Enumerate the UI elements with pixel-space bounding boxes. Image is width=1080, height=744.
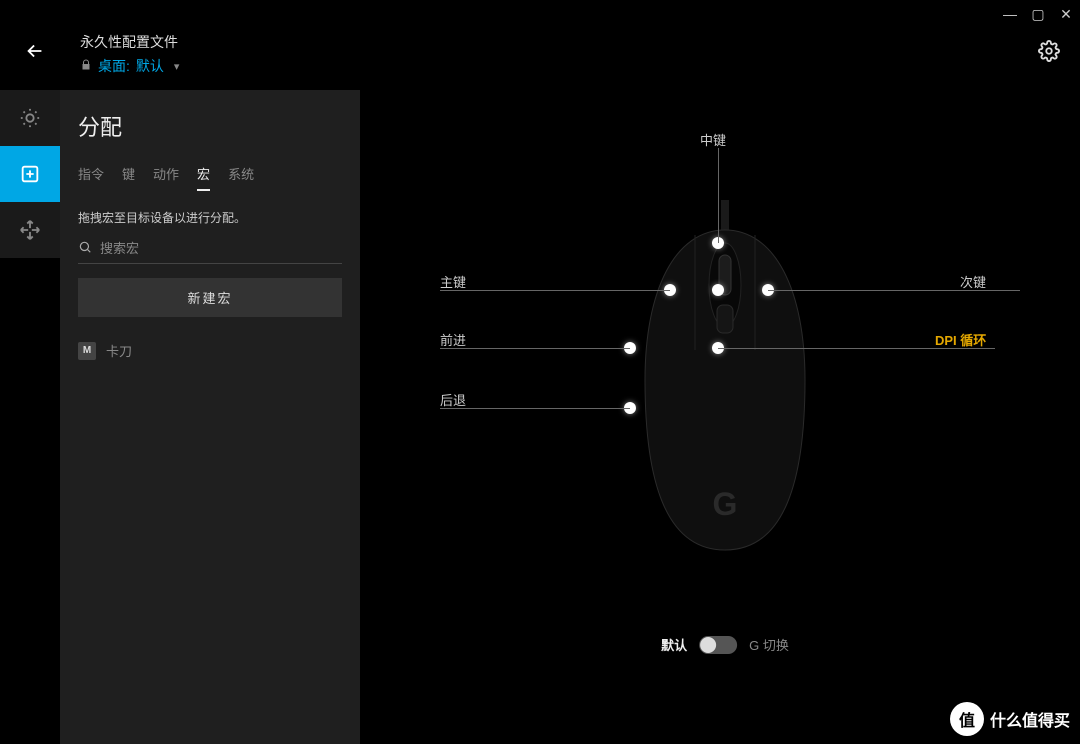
profile-context-prefix: 桌面: bbox=[98, 56, 130, 76]
rail-brightness[interactable] bbox=[0, 90, 60, 146]
search-icon bbox=[78, 240, 92, 257]
callout-label-fwd: 前进 bbox=[440, 330, 466, 349]
tab-action[interactable]: 动作 bbox=[153, 164, 179, 191]
sidebar-rail bbox=[0, 90, 60, 258]
macro-item[interactable]: M 卡刀 bbox=[78, 335, 342, 366]
mouse-graphic: G bbox=[635, 200, 815, 560]
mode-toggle[interactable] bbox=[699, 636, 737, 654]
panel-title: 分配 bbox=[78, 110, 342, 142]
minimize-button[interactable]: — bbox=[996, 0, 1024, 28]
panel-hint: 拖拽宏至目标设备以进行分配。 bbox=[78, 209, 342, 226]
mode-toggle-row: 默认 G 切换 bbox=[661, 635, 789, 654]
toggle-knob bbox=[700, 637, 716, 653]
callout-label-left: 主键 bbox=[440, 272, 466, 291]
callout-label-back: 后退 bbox=[440, 390, 466, 409]
macro-name: 卡刀 bbox=[106, 341, 132, 360]
callout-label-middle: 中键 bbox=[700, 130, 726, 149]
callout-dot-scroll[interactable] bbox=[712, 284, 724, 296]
watermark: 值 什么值得买 bbox=[950, 702, 1070, 736]
tab-key[interactable]: 键 bbox=[122, 164, 135, 191]
profile-title: 永久性配置文件 bbox=[80, 32, 179, 52]
watermark-text: 什么值得买 bbox=[990, 707, 1070, 731]
callout-line-dpi bbox=[718, 348, 995, 349]
toggle-label-default: 默认 bbox=[661, 635, 687, 654]
watermark-badge: 值 bbox=[950, 702, 984, 736]
rail-assign[interactable] bbox=[0, 146, 60, 202]
window-controls: — ▢ ✕ bbox=[996, 0, 1080, 28]
new-macro-button[interactable]: 新建宏 bbox=[78, 278, 342, 317]
header-bar: 永久性配置文件 桌面: 默认 ▾ bbox=[20, 32, 1060, 76]
callout-line-left bbox=[440, 290, 670, 291]
lock-icon bbox=[80, 59, 92, 74]
callout-line-middle bbox=[718, 148, 719, 243]
svg-text:G: G bbox=[713, 486, 738, 522]
callout-line-fwd bbox=[440, 348, 630, 349]
settings-button[interactable] bbox=[1038, 40, 1060, 68]
profile-context-value: 默认 bbox=[136, 56, 164, 76]
back-button[interactable] bbox=[20, 36, 50, 72]
profile-selector[interactable]: 桌面: 默认 ▾ bbox=[80, 56, 179, 76]
macro-badge: M bbox=[78, 342, 96, 360]
callout-label-dpi: DPI 循环 bbox=[935, 330, 986, 349]
chevron-down-icon: ▾ bbox=[174, 60, 180, 73]
toggle-label-gshift: G 切换 bbox=[749, 635, 789, 654]
mouse-diagram: G 中键主键 次键前进 DPI 循环后退 默认 G 切换 bbox=[400, 130, 1050, 684]
callout-line-back bbox=[440, 408, 630, 409]
search-wrap bbox=[78, 240, 342, 264]
callout-label-right: 次键 bbox=[960, 272, 986, 291]
tab-command[interactable]: 指令 bbox=[78, 164, 104, 191]
panel-tabs: 指令 键 动作 宏 系统 bbox=[78, 164, 342, 191]
rail-move[interactable] bbox=[0, 202, 60, 258]
tab-macro[interactable]: 宏 bbox=[197, 164, 210, 191]
close-button[interactable]: ✕ bbox=[1052, 0, 1080, 28]
maximize-button[interactable]: ▢ bbox=[1024, 0, 1052, 28]
assign-panel: 分配 指令 键 动作 宏 系统 拖拽宏至目标设备以进行分配。 新建宏 M 卡刀 bbox=[60, 90, 360, 744]
profile-block: 永久性配置文件 桌面: 默认 ▾ bbox=[80, 32, 179, 76]
tab-system[interactable]: 系统 bbox=[228, 164, 254, 191]
search-input[interactable] bbox=[100, 241, 342, 256]
callout-line-right bbox=[768, 290, 1020, 291]
